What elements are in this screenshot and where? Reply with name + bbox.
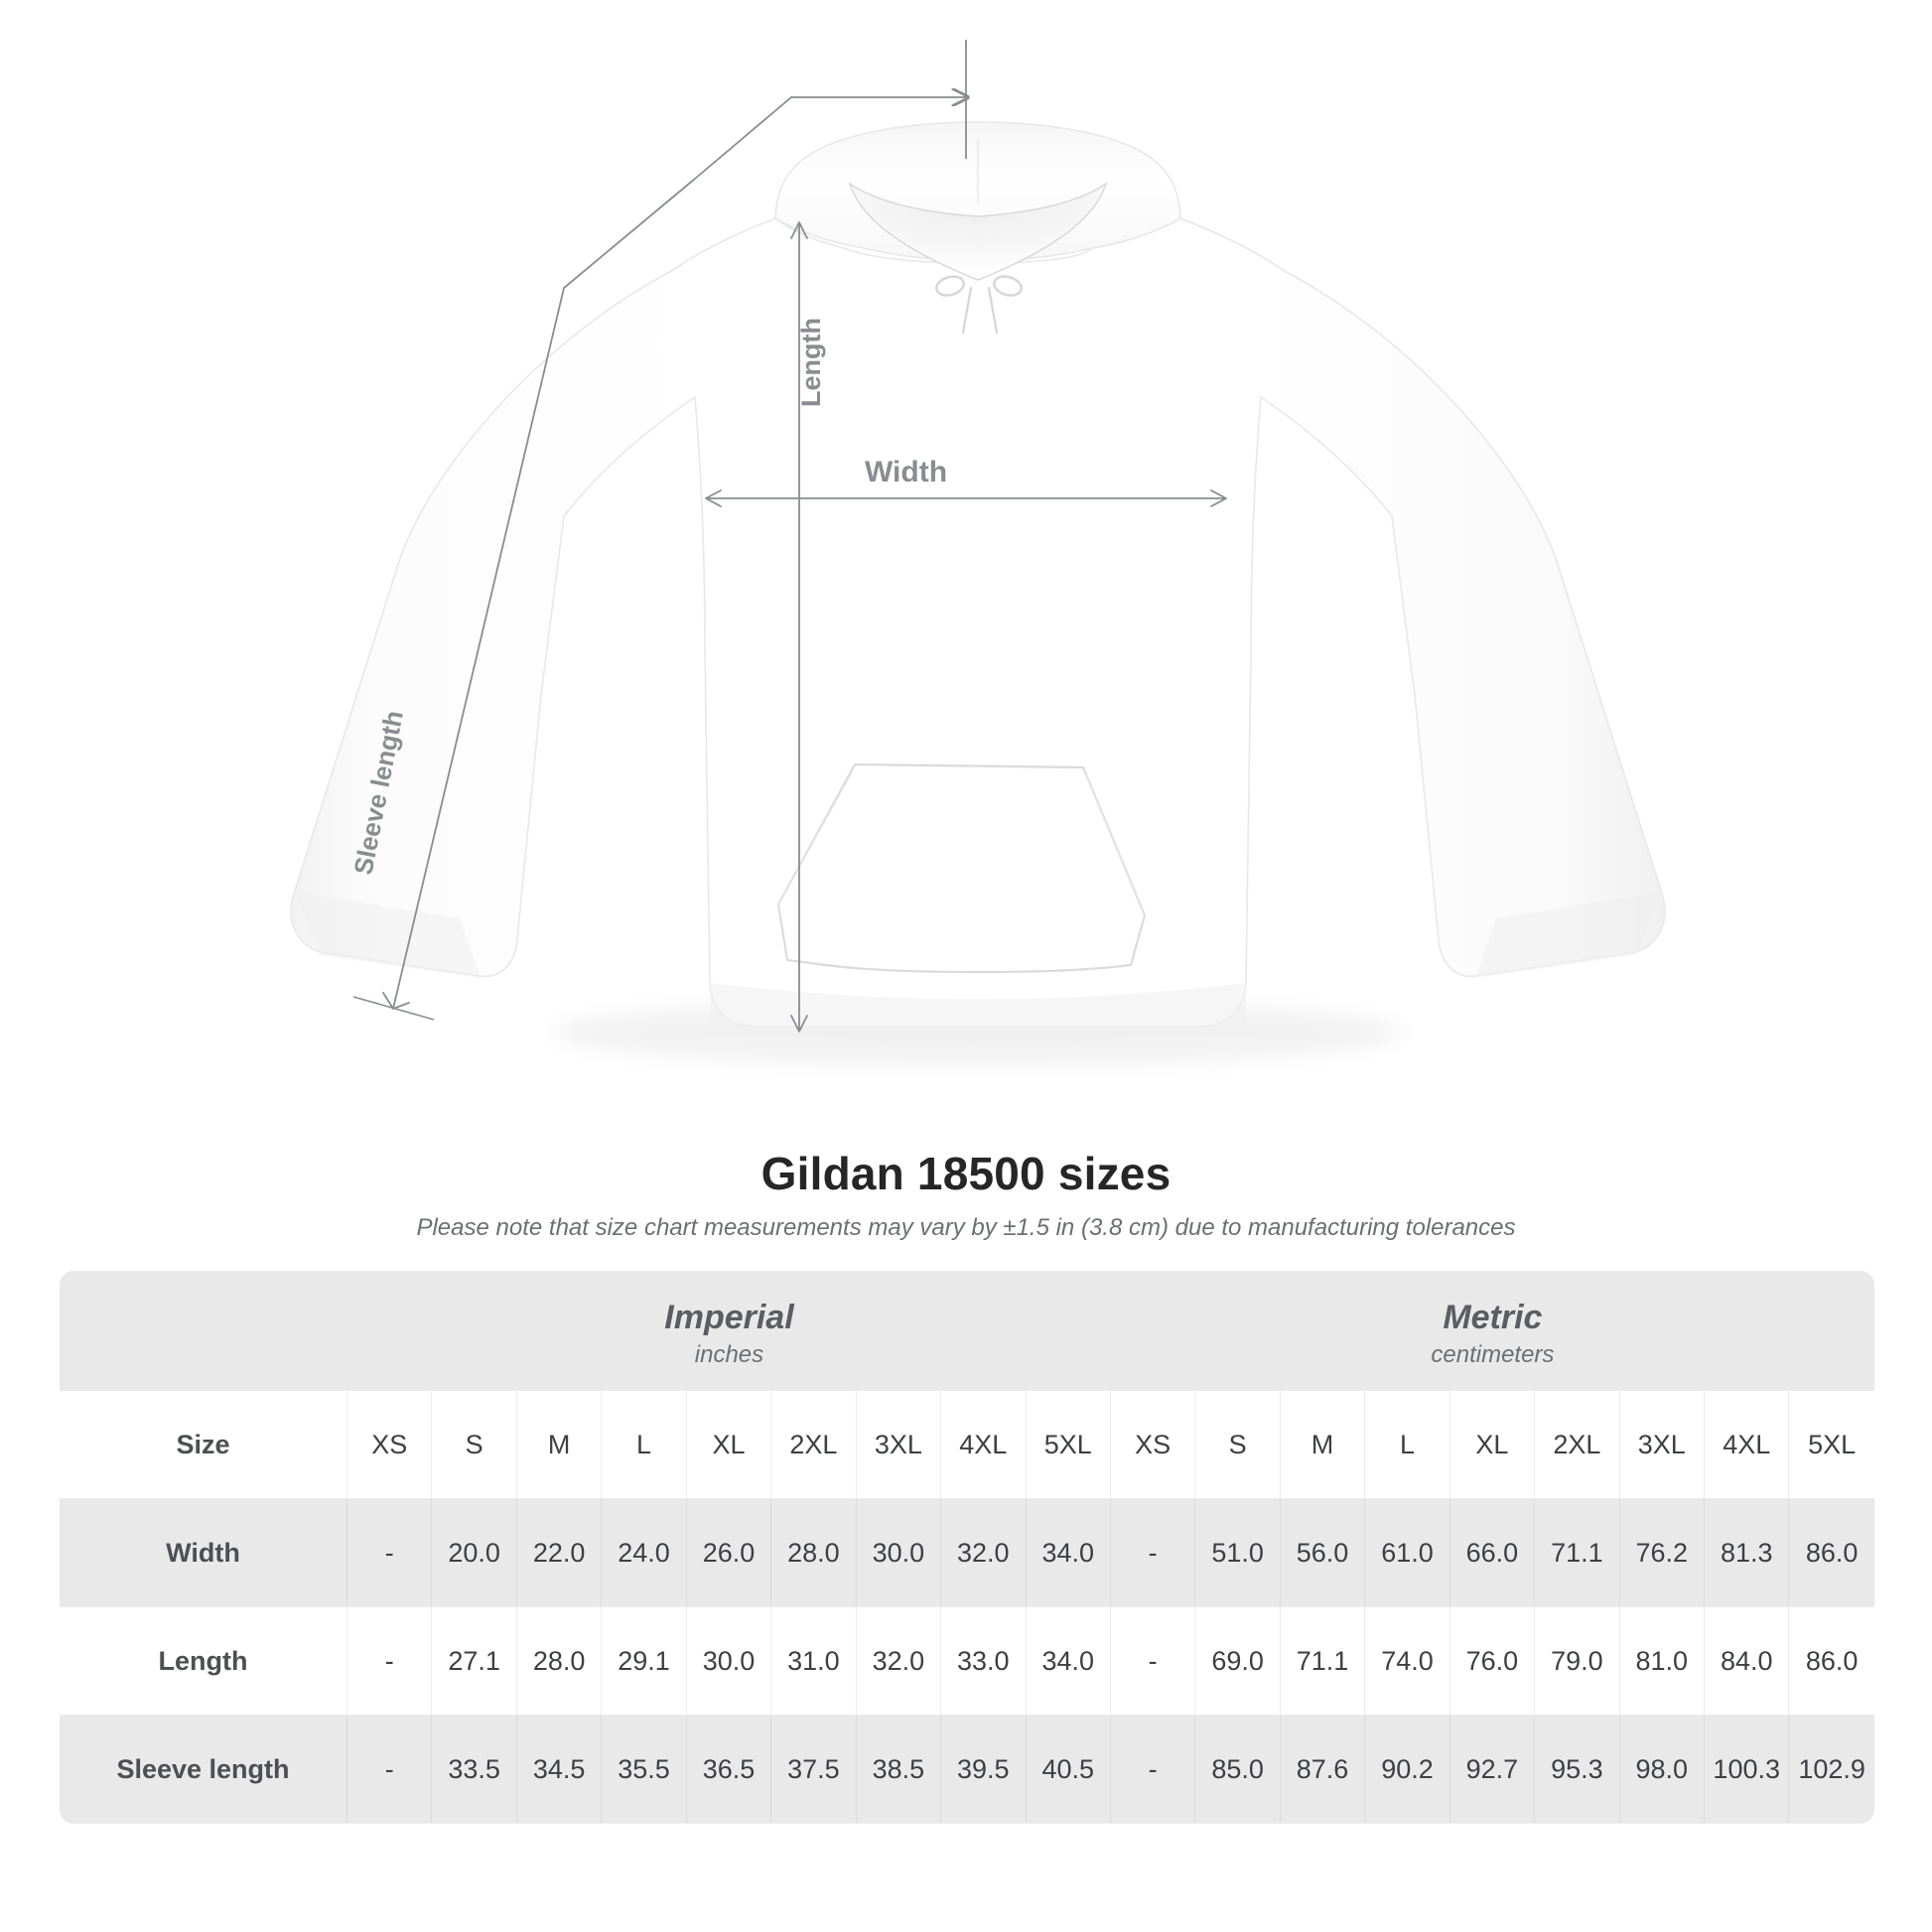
svg-text:Width: Width [865, 456, 947, 488]
svg-text:Sleeve length: Sleeve length [347, 708, 408, 877]
svg-text:Length: Length [796, 318, 826, 407]
